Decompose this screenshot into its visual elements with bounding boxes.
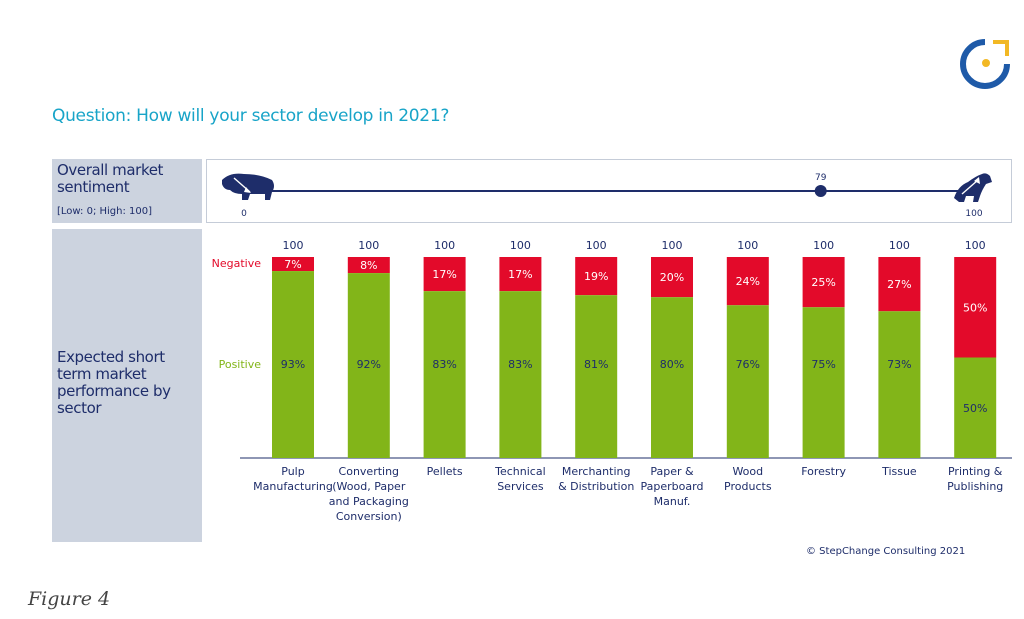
copyright-note: © StepChange Consulting 2021 bbox=[806, 546, 966, 557]
category-label: Printing & Publishing bbox=[947, 465, 1004, 493]
bar-total-label: 100 bbox=[813, 239, 834, 252]
bar-positive-label: 93% bbox=[281, 358, 305, 371]
bar-positive-label: 80% bbox=[660, 358, 684, 371]
bar-negative bbox=[651, 257, 693, 298]
negative-row-label: Negative bbox=[211, 257, 261, 270]
stepchange-logo bbox=[960, 39, 1010, 89]
bar-negative bbox=[878, 257, 921, 312]
bar-positive bbox=[347, 273, 390, 458]
sentiment-value-label: 79 bbox=[815, 173, 827, 183]
bar-positive-label: 81% bbox=[584, 358, 608, 371]
sentiment-gauge-box bbox=[206, 159, 1012, 223]
bar-positive bbox=[726, 305, 769, 458]
bar-total-label: 100 bbox=[586, 239, 607, 252]
bar-negative bbox=[726, 257, 769, 306]
bar-positive bbox=[575, 295, 618, 458]
bar-total-label: 100 bbox=[662, 239, 683, 252]
category-label: Pellets bbox=[426, 465, 463, 478]
positive-row-label: Positive bbox=[218, 358, 261, 371]
category-label: Merchanting & Distribution bbox=[558, 465, 635, 493]
bar-positive bbox=[954, 357, 997, 458]
bar-positive-label: 73% bbox=[887, 358, 911, 371]
bar-total-label: 100 bbox=[737, 239, 758, 252]
bar-negative-label: 50% bbox=[963, 301, 987, 314]
bar-negative bbox=[802, 257, 845, 308]
bar-positive-label: 75% bbox=[811, 358, 835, 371]
category-label: Wood Products bbox=[724, 465, 772, 493]
bar-positive bbox=[802, 307, 845, 458]
sentiment-max-label: 100 bbox=[965, 209, 982, 219]
bar-positive-label: 92% bbox=[357, 358, 381, 371]
performance-panel: Expected short term market performance b… bbox=[52, 229, 202, 542]
category-label: Technical Services bbox=[495, 465, 546, 493]
bar-positive-label: 50% bbox=[963, 402, 987, 415]
bar-negative-label: 24% bbox=[736, 275, 760, 288]
bar-negative bbox=[423, 257, 466, 292]
sentiment-range-note: [Low: 0; High: 100] bbox=[57, 206, 153, 217]
bar-negative bbox=[272, 257, 314, 272]
bull-icon bbox=[954, 173, 992, 202]
sentiment-min-label: 0 bbox=[241, 209, 247, 219]
bar-negative bbox=[575, 257, 618, 296]
category-label: Tissue bbox=[882, 465, 917, 478]
bar-negative-label: 7% bbox=[284, 258, 301, 271]
performance-title: Expected short term market performance b… bbox=[57, 348, 171, 417]
bar-total-label: 100 bbox=[965, 239, 986, 252]
bar-negative-label: 17% bbox=[432, 268, 456, 281]
category-label: Forestry bbox=[801, 465, 846, 478]
bar-positive bbox=[272, 271, 314, 458]
category-label: Pulp Manufacturing bbox=[253, 465, 333, 493]
sentiment-marker bbox=[814, 185, 827, 197]
bar-positive-label: 83% bbox=[432, 358, 456, 371]
bar-negative bbox=[954, 257, 997, 358]
figure-caption: Figure 4 bbox=[28, 588, 111, 610]
sentiment-panel: Overall market sentiment [Low: 0; High: … bbox=[52, 159, 202, 223]
bar-negative-label: 19% bbox=[584, 270, 608, 283]
bar-positive bbox=[499, 291, 542, 458]
bar-negative bbox=[347, 257, 390, 274]
bar-total-label: 100 bbox=[358, 239, 379, 252]
question-title: Question: How will your sector develop i… bbox=[52, 106, 450, 126]
sentiment-title: Overall market sentiment bbox=[57, 161, 164, 196]
bar-total-label: 100 bbox=[889, 239, 910, 252]
category-label: Converting (Wood, Paper and Packaging Co… bbox=[328, 465, 409, 523]
bar-negative-label: 27% bbox=[887, 278, 911, 291]
category-label: Paper & Paperboard Manuf. bbox=[640, 465, 704, 508]
bar-negative-label: 17% bbox=[508, 268, 532, 281]
bar-total-label: 100 bbox=[434, 239, 455, 252]
bar-positive-label: 83% bbox=[508, 358, 532, 371]
bar-positive-label: 76% bbox=[736, 358, 760, 371]
bar-negative-label: 8% bbox=[360, 259, 377, 272]
bar-negative-label: 20% bbox=[660, 271, 684, 284]
bar-negative bbox=[499, 257, 542, 292]
bar-positive bbox=[423, 291, 466, 458]
bear-icon bbox=[222, 173, 274, 200]
bar-positive bbox=[878, 311, 921, 458]
bar-negative-label: 25% bbox=[811, 276, 835, 289]
bar-total-label: 100 bbox=[510, 239, 531, 252]
bar-total-label: 100 bbox=[283, 239, 304, 252]
bar-positive bbox=[651, 297, 693, 458]
